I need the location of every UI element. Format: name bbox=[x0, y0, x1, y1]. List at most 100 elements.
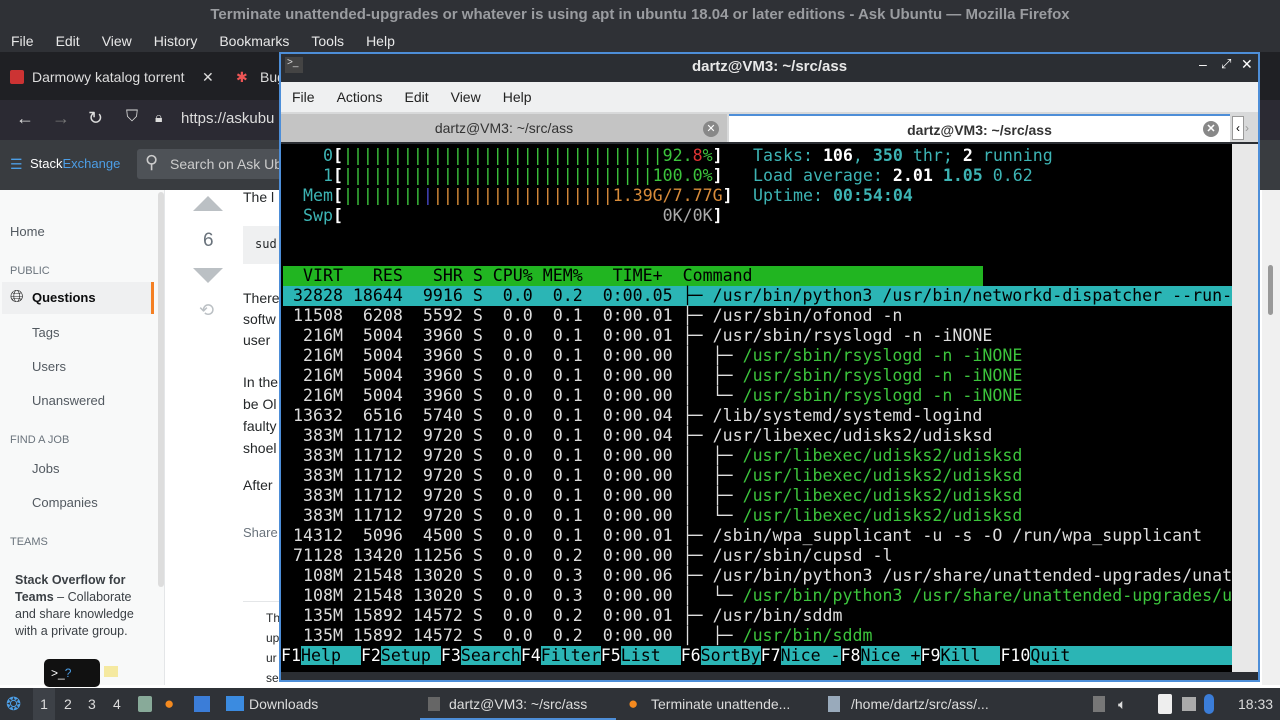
fkey-f7[interactable]: F7Nice - bbox=[760, 646, 841, 665]
taskbar-terminal[interactable]: dartz@VM3: ~/src/ass bbox=[420, 688, 616, 720]
terminal-menu-bar: File Actions Edit View Help bbox=[281, 82, 1258, 112]
browser-tab[interactable]: ✱ Bug bbox=[228, 62, 288, 92]
workspace-1[interactable]: 1 bbox=[33, 688, 55, 720]
workspace-2[interactable]: 2 bbox=[64, 696, 72, 712]
terminal-menu-help[interactable]: Help bbox=[502, 89, 532, 105]
process-row[interactable]: 216M 5004 3960 S 0.0 0.1 0:00.00 │ ├─ /u… bbox=[283, 346, 1023, 365]
process-row[interactable]: 13632 6516 5740 S 0.0 0.1 0:00.04 ├─ /li… bbox=[283, 406, 983, 425]
close-icon[interactable]: ✕ bbox=[1241, 56, 1253, 72]
menu-file[interactable]: File bbox=[11, 33, 34, 49]
fkey-f6[interactable]: F6SortBy bbox=[680, 646, 761, 665]
terminal-tab[interactable]: dartz@VM3: ~/src/ass ✕ bbox=[281, 114, 727, 142]
sidebar-item-unanswered[interactable]: Unanswered bbox=[32, 393, 105, 408]
sidebar-item-tags[interactable]: Tags bbox=[32, 325, 60, 340]
tab-close-icon[interactable]: ✕ bbox=[1203, 121, 1219, 137]
sidebar-item-questions[interactable]: 🌐︎ Questions bbox=[2, 282, 154, 314]
taskbar-firefox[interactable]: Terminate unattende... bbox=[651, 696, 791, 712]
fkey-f5[interactable]: F5List bbox=[600, 646, 681, 665]
terminal-tab-active[interactable]: dartz@VM3: ~/src/ass ✕ bbox=[729, 114, 1230, 142]
menu-tools[interactable]: Tools bbox=[311, 33, 345, 49]
process-row[interactable]: 216M 5004 3960 S 0.0 0.1 0:00.01 ├─ /usr… bbox=[283, 326, 993, 345]
comment-icon bbox=[104, 666, 118, 677]
start-menu-icon[interactable]: ❂ bbox=[6, 694, 22, 714]
terminal-menu-file[interactable]: File bbox=[292, 89, 315, 105]
share-link[interactable]: Share bbox=[243, 525, 278, 540]
fkey-f9[interactable]: F9Kill bbox=[920, 646, 1001, 665]
process-row[interactable]: 108M 21548 13020 S 0.0 0.3 0:00.00 │ └─ … bbox=[283, 586, 1232, 605]
maximize-icon[interactable]: ⤢ bbox=[1221, 56, 1232, 71]
htop-screen[interactable]: 0[||||||||||||||||||||||||||||||||92.8%]… bbox=[281, 144, 1232, 672]
process-row[interactable]: 71128 13420 11256 S 0.0 0.2 0:00.00 ├─ /… bbox=[283, 546, 893, 565]
reload-icon[interactable]: ↻ bbox=[88, 108, 104, 128]
process-row[interactable]: 32828 18644 9916 S 0.0 0.2 0:00.05 ├─ /u… bbox=[283, 286, 1232, 306]
downvote-icon[interactable] bbox=[193, 268, 223, 283]
fkey-f2[interactable]: F2Setup bbox=[360, 646, 441, 665]
tab-scroll-right-icon[interactable]: › bbox=[1245, 121, 1249, 135]
process-row[interactable]: 383M 11712 9720 S 0.0 0.1 0:00.00 │ ├─ /… bbox=[283, 446, 1023, 465]
menu-history[interactable]: History bbox=[153, 33, 198, 49]
workspace-4[interactable]: 4 bbox=[113, 696, 121, 712]
tab-close-icon[interactable]: ✕ bbox=[703, 121, 719, 137]
terminal-app-icon: >_ bbox=[285, 57, 303, 73]
url-bar[interactable]: https://askubu bbox=[181, 110, 275, 127]
upvote-icon[interactable] bbox=[193, 196, 223, 211]
shield-icon[interactable]: ⛉ bbox=[126, 108, 139, 125]
post-text: After bbox=[243, 477, 273, 493]
terminal-menu-view[interactable]: View bbox=[450, 89, 481, 105]
file-manager-icon[interactable] bbox=[138, 696, 152, 712]
menu-bookmarks[interactable]: Bookmarks bbox=[219, 33, 290, 49]
taskbar-editor[interactable]: /home/dartz/src/ass/... bbox=[851, 696, 989, 712]
fkey-f1[interactable]: F1Help bbox=[281, 646, 361, 665]
terminal-menu-edit[interactable]: Edit bbox=[404, 89, 429, 105]
site-search-input[interactable]: ⚲ Search on Ask Ubu bbox=[137, 149, 290, 179]
clipboard-icon[interactable] bbox=[1158, 694, 1172, 714]
firefox-menu-bar: File Edit View History Bookmarks Tools H… bbox=[0, 30, 1280, 52]
process-row[interactable]: 216M 5004 3960 S 0.0 0.1 0:00.00 │ ├─ /u… bbox=[283, 366, 1023, 385]
workspace-3[interactable]: 3 bbox=[88, 696, 96, 712]
volume-icon[interactable]: 🔈︎ bbox=[1118, 696, 1127, 712]
fkey-f10[interactable]: F10Quit bbox=[1000, 646, 1071, 665]
app-launcher-icon[interactable] bbox=[194, 696, 210, 712]
process-row[interactable]: 216M 5004 3960 S 0.0 0.1 0:00.00 │ └─ /u… bbox=[283, 386, 1023, 405]
process-row[interactable]: 383M 11712 9720 S 0.0 0.1 0:00.00 │ └─ /… bbox=[283, 506, 1023, 525]
eject-icon[interactable] bbox=[1093, 696, 1105, 712]
terminal-scrollbar[interactable] bbox=[1232, 144, 1258, 672]
minimize-icon[interactable]: – bbox=[1199, 56, 1207, 72]
stackexchange-menu-icon[interactable]: ☰ bbox=[10, 156, 23, 172]
menu-edit[interactable]: Edit bbox=[55, 33, 80, 49]
back-icon[interactable]: ← bbox=[16, 108, 34, 128]
process-row[interactable]: 108M 21548 13020 S 0.0 0.3 0:00.06 ├─ /u… bbox=[283, 566, 1232, 585]
sidebar-questions-label: Questions bbox=[32, 290, 96, 305]
tab-title: Darmowy katalog torrent bbox=[32, 69, 185, 85]
process-row[interactable]: 383M 11712 9720 S 0.0 0.1 0:00.04 ├─ /us… bbox=[283, 426, 993, 445]
forward-icon[interactable]: → bbox=[52, 108, 70, 128]
notification-icon[interactable] bbox=[1204, 694, 1214, 714]
process-row[interactable]: 135M 15892 14572 S 0.0 0.2 0:00.00 │ ├─ … bbox=[283, 626, 873, 645]
process-row[interactable]: 383M 11712 9720 S 0.0 0.1 0:00.00 │ ├─ /… bbox=[283, 486, 1023, 505]
sidebar-item-jobs[interactable]: Jobs bbox=[32, 461, 60, 476]
history-icon[interactable]: ⟲ bbox=[199, 300, 215, 320]
firefox-icon[interactable]: ● bbox=[164, 694, 175, 713]
tab-scroll-left-icon[interactable]: ‹ bbox=[1232, 116, 1244, 140]
process-row[interactable]: 14312 5096 4500 S 0.0 0.1 0:00.01 ├─ /sb… bbox=[283, 526, 1203, 545]
network-icon[interactable] bbox=[1182, 697, 1196, 711]
sidebar-home[interactable]: Home bbox=[10, 224, 45, 239]
process-row[interactable]: 11508 6208 5592 S 0.0 0.1 0:00.01 ├─ /us… bbox=[283, 306, 903, 325]
fkey-f8[interactable]: F8Nice + bbox=[840, 646, 921, 665]
menu-view[interactable]: View bbox=[101, 33, 132, 49]
taskbar-downloads[interactable]: Downloads bbox=[249, 696, 319, 712]
process-row[interactable]: 383M 11712 9720 S 0.0 0.1 0:00.00 │ ├─ /… bbox=[283, 466, 1023, 485]
tab-close-icon[interactable]: ✕ bbox=[202, 69, 214, 85]
menu-help[interactable]: Help bbox=[366, 33, 395, 49]
fkey-f4[interactable]: F4Filter bbox=[520, 646, 601, 665]
terminal-menu-actions[interactable]: Actions bbox=[336, 89, 383, 105]
process-row[interactable]: 135M 15892 14572 S 0.0 0.2 0:00.01 ├─ /u… bbox=[283, 606, 843, 625]
stackexchange-logo[interactable]: StackExchange bbox=[30, 156, 121, 171]
sidebar-item-companies[interactable]: Companies bbox=[32, 495, 98, 510]
browser-tab[interactable]: Darmowy katalog torrent ✕ bbox=[0, 62, 220, 92]
sidebar-item-users[interactable]: Users bbox=[32, 359, 66, 374]
bug-icon: ✱ bbox=[236, 69, 248, 85]
fkey-f3[interactable]: F3Search bbox=[440, 646, 521, 665]
sidebar-scrollbar[interactable] bbox=[158, 192, 164, 587]
page-scrollbar[interactable] bbox=[1262, 190, 1280, 685]
